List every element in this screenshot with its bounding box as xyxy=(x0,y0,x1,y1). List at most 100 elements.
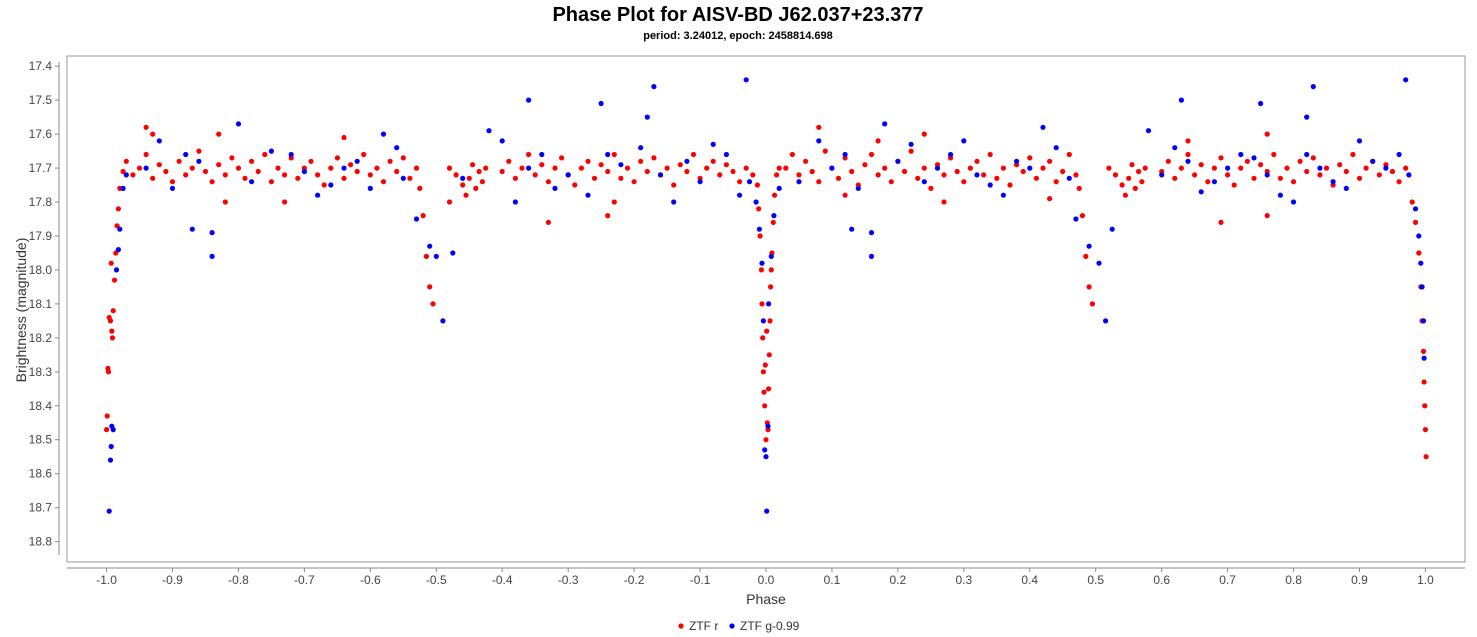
data-point xyxy=(552,185,558,191)
data-point xyxy=(768,284,774,290)
data-point xyxy=(1000,192,1007,198)
data-point xyxy=(651,155,657,161)
data-point xyxy=(756,206,762,212)
data-point xyxy=(882,165,888,171)
data-point xyxy=(109,335,116,341)
data-point xyxy=(737,179,743,185)
data-point xyxy=(1136,168,1142,175)
data-point xyxy=(1423,454,1429,460)
data-point xyxy=(107,457,114,463)
data-point xyxy=(380,131,387,137)
data-point xyxy=(143,124,149,130)
data-point xyxy=(354,168,360,175)
data-point xyxy=(348,162,354,168)
data-point xyxy=(1350,151,1356,158)
data-point xyxy=(765,423,771,429)
data-point xyxy=(1129,162,1135,168)
data-point xyxy=(1165,158,1171,164)
data-point xyxy=(423,253,429,259)
x-tick-label: 0.4 xyxy=(1021,573,1038,587)
data-point xyxy=(545,179,552,185)
data-point xyxy=(499,138,505,144)
data-point xyxy=(849,168,855,175)
data-point xyxy=(1244,158,1250,164)
data-point xyxy=(1363,165,1369,171)
data-point xyxy=(249,179,255,185)
data-point xyxy=(539,151,545,158)
data-point xyxy=(1142,165,1148,171)
data-point xyxy=(664,165,670,171)
data-point xyxy=(868,230,875,236)
data-point xyxy=(1343,185,1349,191)
data-point xyxy=(1185,158,1191,164)
data-point xyxy=(1409,199,1415,205)
x-tick-label: 1.0 xyxy=(1417,573,1434,587)
data-point xyxy=(1310,155,1316,161)
y-tick-label: 18.1 xyxy=(29,297,53,311)
data-point xyxy=(321,182,327,188)
data-point xyxy=(427,243,433,249)
data-point xyxy=(519,165,525,171)
data-point xyxy=(275,165,281,171)
data-point xyxy=(768,253,774,259)
data-point xyxy=(268,179,274,185)
data-point xyxy=(651,84,657,90)
data-point xyxy=(1304,151,1310,158)
data-point xyxy=(644,114,650,120)
data-point xyxy=(565,172,571,178)
data-point xyxy=(753,199,759,205)
data-point xyxy=(1337,162,1343,168)
data-point xyxy=(1264,172,1270,178)
data-point xyxy=(111,277,118,283)
y-tick-label: 18.6 xyxy=(29,467,53,481)
data-point xyxy=(760,318,767,324)
data-point xyxy=(1258,100,1264,107)
data-point xyxy=(532,172,538,178)
data-point xyxy=(1416,233,1422,239)
data-point xyxy=(822,148,828,154)
data-point xyxy=(1066,175,1072,181)
data-point xyxy=(539,162,545,168)
data-point xyxy=(1145,128,1152,134)
data-point xyxy=(756,226,763,232)
x-tick-label: -0.1 xyxy=(690,573,711,587)
data-point xyxy=(1277,192,1283,198)
data-point xyxy=(1086,284,1092,290)
data-point xyxy=(1304,114,1310,120)
data-point xyxy=(1096,260,1102,266)
data-point xyxy=(1258,162,1264,168)
data-point xyxy=(1086,243,1092,249)
data-point xyxy=(816,124,822,130)
data-point xyxy=(1418,260,1424,266)
x-tick-label: 0.0 xyxy=(758,573,775,587)
y-axis-ticks: 17.4 17.5 17.6 17.7 17.8 17.9 18.0 18.1 18.2 18.3… xyxy=(29,59,59,549)
data-point xyxy=(882,121,888,127)
data-point xyxy=(450,250,456,256)
x-tick-label: -0.2 xyxy=(624,573,645,587)
x-tick-label: 0.2 xyxy=(890,573,907,587)
data-point xyxy=(1383,165,1389,171)
data-point xyxy=(757,233,763,239)
x-tick-label: -0.6 xyxy=(360,573,381,587)
data-point xyxy=(657,172,664,178)
data-point xyxy=(770,219,776,225)
data-point xyxy=(618,162,624,168)
data-point xyxy=(1040,165,1046,171)
data-point xyxy=(295,175,301,181)
data-point xyxy=(1007,182,1013,188)
data-point xyxy=(915,175,921,181)
data-point xyxy=(638,158,644,164)
data-point xyxy=(108,260,114,266)
data-point xyxy=(598,100,604,107)
data-point xyxy=(417,185,423,191)
data-point xyxy=(559,155,565,161)
data-point xyxy=(413,216,420,222)
legend-marker-ztf-g xyxy=(729,623,735,629)
data-point xyxy=(974,172,980,178)
data-point xyxy=(108,443,114,450)
data-point xyxy=(954,168,960,175)
x-tick-label: 0.3 xyxy=(955,573,972,587)
data-point xyxy=(1211,179,1217,185)
data-point xyxy=(572,182,578,188)
